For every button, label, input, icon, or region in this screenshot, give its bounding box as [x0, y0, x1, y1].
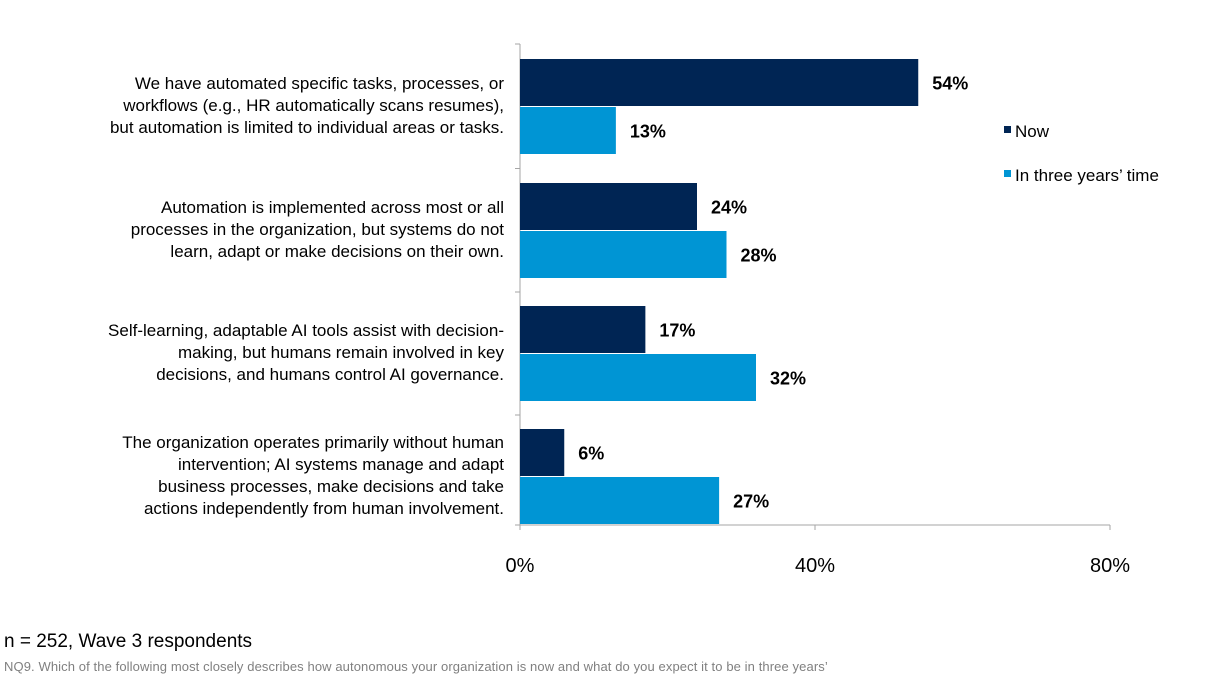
- category-label: The organization operates primarily with…: [20, 432, 504, 520]
- bar-now: [520, 306, 646, 353]
- data-label: 6%: [578, 444, 604, 464]
- bar-three-years: [520, 477, 720, 524]
- category-label-line: Self-learning, adaptable AI tools assist…: [108, 320, 504, 340]
- category-label-line: business processes, make decisions and t…: [158, 476, 504, 496]
- category-label-line: workflows (e.g., HR automatically scans …: [123, 95, 504, 115]
- bar-now: [520, 429, 565, 476]
- category-label-line: processes in the organization, but syste…: [130, 219, 504, 239]
- category-label-line: but automation is limited to individual …: [109, 117, 504, 137]
- category-label-line: We have automated specific tasks, proces…: [134, 73, 504, 93]
- data-label: 17%: [659, 321, 695, 341]
- data-label: 32%: [770, 369, 806, 389]
- category-label-line: Automation is implemented across most or…: [161, 197, 504, 217]
- category-label-line: making, but humans remain involved in ke…: [178, 342, 504, 362]
- sample-note: n = 252, Wave 3 respondents: [4, 631, 253, 652]
- legend-swatch: [1004, 126, 1011, 133]
- category-label: Self-learning, adaptable AI tools assist…: [20, 320, 504, 386]
- data-label: 54%: [932, 74, 968, 94]
- bar-now: [520, 59, 919, 106]
- legend-label: Now: [1015, 122, 1050, 141]
- bar-now: [520, 183, 697, 230]
- question-note: NQ9. Which of the following most closely…: [4, 659, 828, 674]
- category-label-line: intervention; AI systems manage and adap…: [177, 454, 504, 474]
- category-label-line: actions independently from human involve…: [143, 498, 504, 518]
- x-tick-label: 0%: [506, 555, 535, 577]
- data-label: 24%: [711, 198, 747, 218]
- category-label-line: The organization operates primarily with…: [122, 432, 504, 452]
- category-label-line: decisions, and humans control AI governa…: [156, 364, 504, 384]
- category-label: Automation is implemented across most or…: [20, 197, 504, 263]
- data-label: 13%: [630, 122, 666, 142]
- legend-label: In three years’ time: [1015, 166, 1159, 185]
- legend-swatch: [1004, 170, 1011, 177]
- bar-three-years: [520, 231, 727, 278]
- bar-three-years: [520, 107, 616, 154]
- x-tick-label: 40%: [795, 555, 835, 577]
- data-label: 28%: [741, 246, 777, 266]
- category-label: We have automated specific tasks, proces…: [20, 73, 504, 139]
- data-label: 27%: [733, 492, 769, 512]
- bar-three-years: [520, 354, 756, 401]
- category-label-line: learn, adapt or make decisions on their …: [170, 241, 504, 261]
- x-tick-label: 80%: [1090, 555, 1130, 577]
